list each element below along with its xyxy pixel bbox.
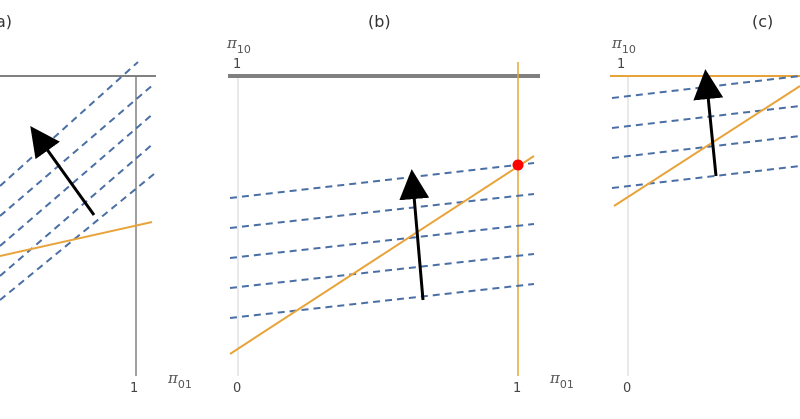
panel-a-label: a) (0, 12, 12, 31)
panel-a-x-tick-1: 1 (130, 381, 138, 396)
panel-b-y-tick-1: 1 (233, 57, 241, 72)
iso-line (229, 283, 535, 319)
panel-a-iso-lines (0, 61, 155, 301)
panel-c-label: (c) (752, 12, 773, 31)
panel-b-x-tick-0: 0 (233, 381, 241, 396)
iso-line (0, 142, 155, 277)
panel-c-x-tick-0: 0 (623, 381, 631, 396)
iso-line (611, 105, 800, 129)
panel-b-iso-lines (229, 162, 535, 319)
iso-line (611, 135, 800, 159)
panel-b-constraint-line (229, 155, 535, 355)
panel-b-optimum-point (512, 159, 524, 171)
iso-line (611, 75, 800, 99)
panel-c: (c) π10 1 0 (610, 12, 800, 396)
panel-a-x-axis-label: π01 (167, 369, 192, 391)
panel-a-constraint-line (0, 221, 153, 257)
iso-line (229, 223, 535, 259)
iso-line (0, 112, 155, 247)
panel-b-x-tick-1: 1 (513, 381, 521, 396)
iso-line (0, 83, 155, 217)
iso-line (229, 193, 535, 229)
iso-line (0, 173, 155, 301)
panel-a-direction-arrow (30, 126, 96, 216)
panel-c-y-tick-1: 1 (617, 57, 625, 72)
panel-c-constraint-line (613, 85, 800, 207)
panel-c-y-axis-label: π10 (611, 34, 636, 56)
panel-b-x-axis-label: π01 (549, 369, 574, 391)
iso-line (611, 165, 800, 189)
iso-line (229, 162, 535, 199)
panel-c-direction-arrow (693, 69, 724, 177)
panel-b-y-axis-label: π10 (226, 34, 251, 56)
panel-c-iso-lines (611, 75, 800, 189)
panel-b-label: (b) (368, 12, 391, 31)
panel-a: a) 1 π01 (0, 12, 192, 396)
panel-b-direction-arrow (399, 169, 430, 301)
iso-line (0, 61, 139, 187)
panel-b: (b) π10 1 0 1 π01 (226, 12, 574, 396)
iso-line (229, 253, 535, 289)
